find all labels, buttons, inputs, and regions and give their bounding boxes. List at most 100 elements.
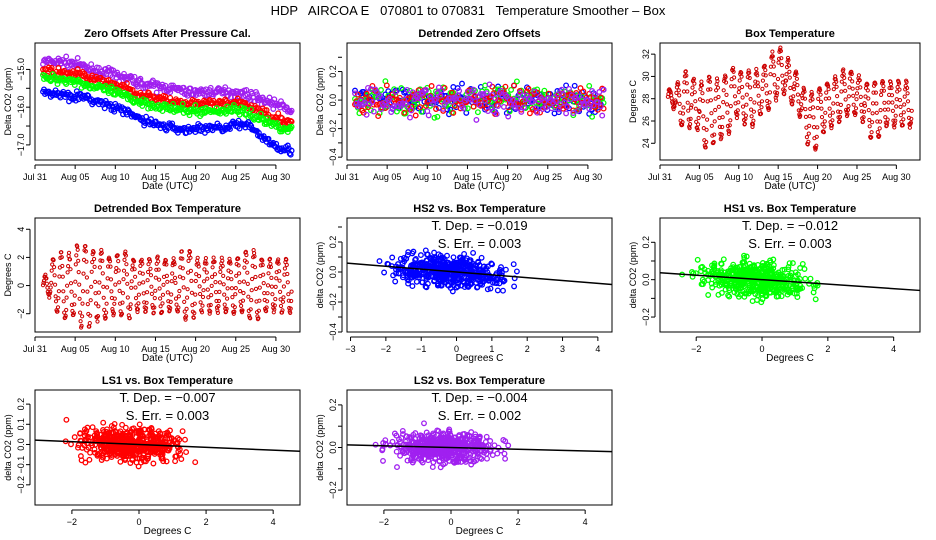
ls1-point	[119, 421, 126, 428]
temperature-point	[233, 292, 238, 297]
temperature-point	[164, 262, 169, 267]
x-tick-label: Aug 20	[493, 172, 522, 182]
temperature-point	[133, 296, 139, 301]
ls1-point	[577, 85, 584, 92]
temperature-point	[64, 307, 69, 313]
ls1-point	[106, 435, 112, 442]
ls2-point	[521, 104, 528, 111]
temperature-point	[115, 253, 120, 258]
temperature-point	[882, 107, 888, 112]
temperature-point	[101, 284, 106, 289]
ls1-point	[102, 432, 109, 439]
temperature-point	[158, 296, 163, 301]
hs2-point	[447, 267, 454, 273]
temperature-point	[739, 70, 744, 76]
temperature-point	[173, 280, 178, 285]
ls2-point	[529, 98, 536, 105]
ls1-point	[159, 451, 166, 458]
temperature-point	[281, 295, 286, 300]
hs2-point	[476, 266, 483, 273]
ls2-point	[552, 98, 559, 105]
hs1-point	[712, 278, 719, 285]
temperature-point	[50, 262, 55, 267]
ls1-point	[87, 449, 94, 456]
temperature-point	[818, 99, 824, 105]
temperature-point	[731, 69, 736, 74]
temperature-point	[705, 99, 710, 104]
temperature-point	[207, 311, 212, 316]
temperature-point	[750, 124, 755, 130]
temperature-point	[715, 85, 721, 90]
x-tick-label: 0	[760, 344, 765, 354]
temperature-point	[884, 123, 889, 128]
temperature-point	[40, 283, 46, 288]
y-tick-label: −16.0	[16, 96, 26, 119]
temperature-point	[909, 108, 914, 113]
temperature-point	[727, 129, 732, 134]
ls1-point	[114, 432, 121, 439]
temperature-point	[862, 103, 868, 108]
temperature-point	[240, 308, 245, 313]
temperature-point	[749, 107, 754, 112]
temperature-point	[803, 114, 809, 120]
temperature-point	[108, 277, 114, 282]
temperature-point	[252, 254, 257, 259]
temperature-point	[752, 84, 758, 89]
temperature-point	[897, 98, 903, 103]
ls2-point	[596, 89, 603, 95]
temperature-point	[725, 123, 731, 129]
hs1-point	[737, 291, 744, 298]
ls1-point	[150, 460, 157, 467]
temperature-point	[122, 257, 127, 262]
ls2-point	[541, 98, 548, 105]
temperature-point	[148, 266, 153, 271]
temperature-point	[177, 288, 182, 294]
hs1-point	[186, 112, 193, 119]
points-layer	[665, 45, 914, 152]
ls1-point	[95, 438, 102, 445]
temperature-point	[745, 82, 750, 87]
temperature-point	[775, 76, 781, 82]
temperature-point	[739, 74, 744, 79]
hs2-point	[395, 270, 402, 277]
temperature-point	[747, 70, 752, 75]
temperature-point	[140, 271, 145, 276]
temperature-point	[874, 110, 879, 115]
hs1-point	[694, 256, 701, 263]
temperature-point	[831, 101, 836, 106]
hs1-point	[788, 270, 795, 276]
temperature-point	[858, 94, 863, 100]
temperature-point	[749, 114, 754, 119]
temperature-point	[723, 75, 728, 80]
temperature-point	[154, 267, 159, 272]
temperature-point	[202, 267, 207, 272]
temperature-point	[59, 250, 64, 255]
temperature-point	[74, 253, 79, 258]
temperature-point	[894, 104, 899, 109]
x-tick-label: 2	[525, 344, 530, 354]
ls2-point	[410, 447, 417, 454]
temperature-point	[713, 107, 718, 113]
ls2-point	[376, 92, 383, 99]
y-tick-label: 30	[641, 71, 651, 81]
x-tick-label: 4	[595, 344, 600, 354]
x-tick-label: Aug 15	[453, 172, 482, 182]
ls1-point	[109, 446, 116, 453]
hs1-point	[711, 260, 718, 267]
temperature-point	[93, 301, 99, 306]
ls2-point	[352, 90, 358, 97]
temperature-point	[109, 289, 114, 294]
temperature-point	[171, 256, 176, 261]
temperature-point	[282, 266, 287, 271]
temperature-point	[704, 127, 709, 132]
temperature-point	[225, 286, 230, 291]
temperature-point	[707, 75, 712, 80]
y-axis-label: delta CO2 (ppm)	[315, 242, 325, 309]
temperature-point	[711, 139, 716, 145]
temperature-point	[217, 280, 222, 285]
hs2-point	[450, 254, 457, 261]
plot-frame	[346, 389, 613, 506]
temperature-point	[691, 76, 697, 81]
